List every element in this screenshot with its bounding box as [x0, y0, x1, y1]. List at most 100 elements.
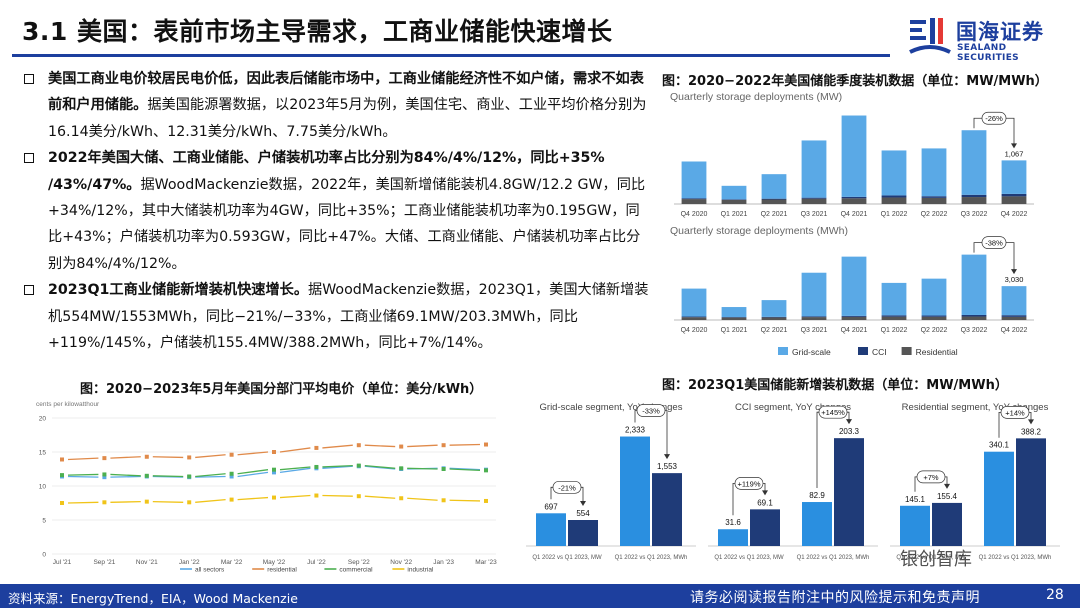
- x-tick-label: Q4 2021: [841, 211, 868, 218]
- line-segment-residential: [110, 456, 141, 459]
- bar-grid-scale: [881, 282, 907, 316]
- bullet-text: 据美国能源署数据，以2023年5月为例，美国住宅、商业、工业平均价格分别为16.…: [48, 97, 647, 140]
- point-residential: [272, 450, 276, 454]
- bullet-item: 2022年美国大储、工商业储能、户储装机功率占比分别为84%/4%/12%，同比…: [24, 145, 649, 277]
- x-tick-label: Q1 2022 vs Q1 2023, MWh: [797, 555, 870, 561]
- line-segment-industrial: [195, 498, 226, 503]
- bar-residential: [841, 316, 867, 320]
- bar-residential: [721, 317, 747, 320]
- point-residential: [187, 455, 192, 460]
- chart-q1-yoy: Grid-scale segment, YoY changes 697 554 -21…: [526, 402, 1060, 561]
- line-segment-commercial: [110, 473, 141, 477]
- bar-grid-scale: [1001, 160, 1027, 194]
- point-commercial: [272, 467, 276, 472]
- bar-grid-scale: [801, 140, 827, 198]
- legend-swatch: [901, 347, 912, 355]
- point-commercial: [441, 467, 446, 471]
- x-tick-label: Nov '22: [390, 559, 412, 566]
- data-label: 82.9: [809, 491, 825, 500]
- change-label: +7%: [923, 473, 939, 482]
- legend-label: all sectors: [195, 567, 225, 574]
- point-commercial: [484, 468, 488, 473]
- y-tick-label: 15: [39, 450, 47, 457]
- arrow-head-icon: [762, 490, 768, 496]
- bar-cci: [761, 316, 787, 318]
- point-industrial: [484, 498, 488, 503]
- point-industrial: [399, 496, 404, 501]
- arrow-head-icon: [846, 419, 852, 425]
- bar-residential: [961, 316, 987, 320]
- y-axis-label: cents per kilowatthour: [36, 401, 100, 408]
- line-segment-residential: [449, 443, 481, 446]
- bar-cci: [961, 194, 987, 198]
- line-segment-commercial: [449, 468, 481, 472]
- quarterly-caption: 图：2020−2022年美国储能季度装机数据（单位：MW/MWh）: [662, 74, 1048, 89]
- bar-cci: [801, 197, 827, 199]
- bar-residential: [881, 197, 907, 204]
- point-residential: [314, 445, 319, 450]
- line-segment-commercial: [407, 467, 438, 470]
- bar-cci: [841, 315, 867, 317]
- chart-quarterly-mwh: Quarterly storage deployments (MWh) Q4 20…: [670, 225, 1034, 357]
- bullet-text: 据WoodMackenzie数据，2023Q1，美国大储新增装机554MW/15…: [48, 282, 649, 352]
- bar-grid-scale: [881, 150, 907, 196]
- line-segment-all-sectors: [67, 475, 99, 478]
- bar-grid-scale: [841, 256, 867, 316]
- page-title: 3.1 美国：表前市场主导需求，工商业储能快速增长: [22, 17, 613, 46]
- x-tick-label: Q4 2020: [681, 327, 708, 334]
- arrow-head-icon: [580, 501, 586, 507]
- bar-residential: [801, 317, 827, 320]
- bar-grid-scale: [1001, 286, 1027, 316]
- point-commercial: [187, 474, 192, 479]
- change-label: -33%: [642, 407, 660, 416]
- x-tick-label: Q4 2021: [841, 327, 868, 334]
- bar-grid-scale: [681, 161, 707, 199]
- page-number: 28: [1046, 587, 1064, 603]
- bullet-text: 据WoodMackenzie数据，2022年，美国新增储能装机4.8GW/12.…: [48, 176, 646, 272]
- checkbox-square-icon: [24, 285, 34, 296]
- point-commercial: [102, 472, 107, 477]
- x-tick-label: May '22: [263, 559, 286, 566]
- bar-grid-scale: [721, 307, 747, 318]
- point-commercial: [144, 473, 149, 478]
- point-industrial: [102, 500, 107, 505]
- x-tick-label: Q4 2022: [1001, 327, 1028, 334]
- line-segment-commercial: [364, 464, 396, 469]
- total-label: 1,067: [1005, 149, 1024, 158]
- bar-cci: [801, 316, 827, 318]
- bar-q1-2022: [984, 451, 1014, 546]
- point-commercial: [314, 464, 319, 469]
- line-segment-residential: [67, 457, 99, 461]
- change-pill: [981, 236, 1007, 249]
- line-segment-commercial: [67, 473, 99, 476]
- y-tick-label: 10: [39, 484, 47, 491]
- bar-q1-2022: [802, 502, 832, 546]
- point-commercial: [356, 463, 361, 468]
- x-tick-label: Q1 2022 vs Q1 2023, MW: [532, 555, 602, 561]
- point-residential: [229, 452, 234, 457]
- line-segment-commercial: [279, 466, 311, 471]
- bar-residential: [761, 199, 787, 204]
- change-pill: [916, 470, 946, 484]
- bullet-item: 美国工商业电价较居民电价低，因此表后储能市场中，工商业储能经济性不如户储，需求不…: [24, 66, 649, 145]
- point-industrial: [314, 493, 319, 498]
- line-segment-residential: [407, 444, 438, 448]
- x-tick-label: Sep '21: [93, 559, 115, 566]
- point-residential: [102, 456, 107, 461]
- legend-label: CCI: [872, 347, 887, 357]
- bar-q1-2022: [536, 513, 566, 546]
- legend-swatch: [858, 347, 868, 355]
- x-tick-label: Q1 2022 vs Q1 2023, MWh: [979, 555, 1052, 561]
- line-segment-residential: [152, 456, 184, 459]
- bullet-list: 美国工商业电价较居民电价低，因此表后储能市场中，工商业储能经济性不如户储，需求不…: [24, 66, 649, 356]
- legend-swatch: [778, 347, 788, 355]
- data-label: 69.1: [757, 498, 773, 507]
- bar-grid-scale: [721, 185, 747, 200]
- x-tick-label: Q3 2022: [961, 327, 988, 334]
- panel-title: CCI segment, YoY changes: [735, 402, 851, 413]
- bar-cci: [1001, 315, 1027, 317]
- x-tick-label: Q1 2022: [881, 327, 908, 334]
- legend-label: industrial: [407, 567, 434, 574]
- data-label: 340.1: [989, 441, 1010, 450]
- bar-q1-2022: [620, 436, 650, 546]
